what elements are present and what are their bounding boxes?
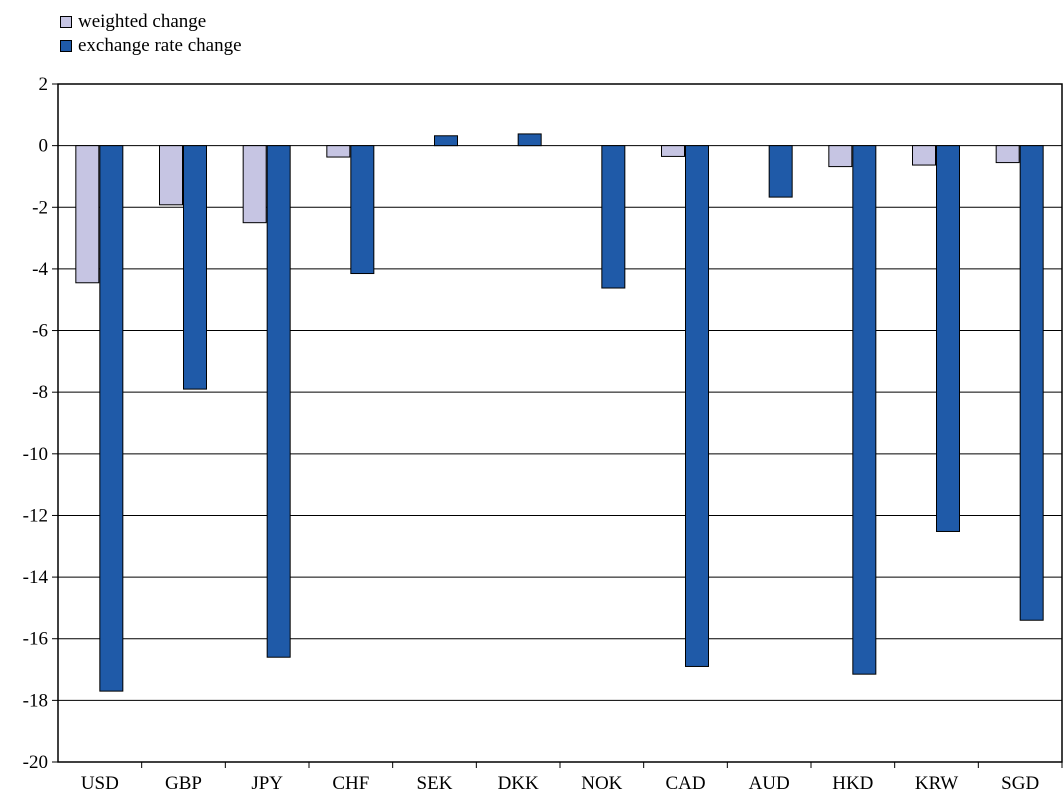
bar-weighted-change-HKD	[828, 145, 853, 168]
x-tick-label-DKK: DKK	[498, 773, 539, 794]
x-tick-label-KRW: KRW	[915, 773, 958, 794]
x-tick-label-CHF: CHF	[332, 773, 369, 794]
legend-label-exchange-rate-change: exchange rate change	[78, 35, 242, 56]
x-tick-label-USD: USD	[81, 773, 119, 794]
bar-exchange-rate-change-CHF	[350, 145, 375, 275]
bar-exchange-rate-change-KRW	[936, 145, 960, 532]
bar-weighted-change-GBP	[159, 145, 183, 206]
bar-weighted-change-KRW	[912, 145, 936, 166]
bar-exchange-rate-change-CAD	[685, 145, 709, 667]
bar-weighted-change-CHF	[326, 145, 351, 158]
y-tick-label: -14	[23, 567, 49, 588]
bar-exchange-rate-change-NOK	[601, 145, 626, 289]
bar-exchange-rate-change-JPY	[266, 145, 291, 658]
y-tick-label: -8	[32, 382, 48, 403]
bar-exchange-rate-change-USD	[99, 145, 124, 692]
y-tick-label: 2	[39, 74, 49, 95]
y-tick-label: 0	[39, 136, 49, 157]
legend-label-weighted-change: weighted change	[78, 11, 207, 32]
x-tick-label-HKD: HKD	[832, 773, 873, 794]
bar-exchange-rate-change-SGD	[1019, 145, 1044, 621]
y-tick-label: -6	[32, 321, 48, 342]
bar-exchange-rate-change-SEK	[434, 135, 458, 147]
y-tick-label: -4	[32, 259, 48, 280]
y-tick-label: -2	[32, 197, 48, 218]
legend-swatch-exchange-rate-change	[60, 40, 72, 52]
legend-swatch-weighted-change	[60, 16, 72, 28]
y-tick-label: -12	[23, 505, 48, 526]
bar-exchange-rate-change-GBP	[183, 145, 207, 390]
bar-exchange-rate-change-DKK	[517, 133, 542, 147]
bar-exchange-rate-change-HKD	[852, 145, 877, 675]
x-tick-label-CAD: CAD	[665, 773, 705, 794]
x-tick-label-JPY: JPY	[251, 773, 283, 794]
x-tick-label-SEK: SEK	[417, 773, 453, 794]
x-tick-label-GBP: GBP	[165, 773, 202, 794]
plot-frame	[57, 83, 1063, 763]
legend-item-exchange-rate-change: exchange rate change	[60, 34, 242, 58]
bar-weighted-change-SGD	[995, 145, 1020, 164]
y-tick-label: -20	[23, 752, 48, 773]
x-tick-label-SGD: SGD	[1001, 773, 1039, 794]
x-tick-label-AUD: AUD	[749, 773, 790, 794]
y-tick-label: -16	[23, 629, 48, 650]
y-tick-label: -10	[23, 444, 48, 465]
legend-item-weighted-change: weighted change	[60, 10, 242, 34]
bar-weighted-change-USD	[75, 145, 100, 284]
bar-weighted-change-CAD	[661, 145, 685, 157]
bar-exchange-rate-change-AUD	[768, 145, 793, 198]
legend: weighted change exchange rate change	[60, 10, 242, 58]
bar-weighted-change-JPY	[242, 145, 267, 224]
y-tick-label: -18	[23, 690, 48, 711]
x-tick-label-NOK: NOK	[581, 773, 622, 794]
